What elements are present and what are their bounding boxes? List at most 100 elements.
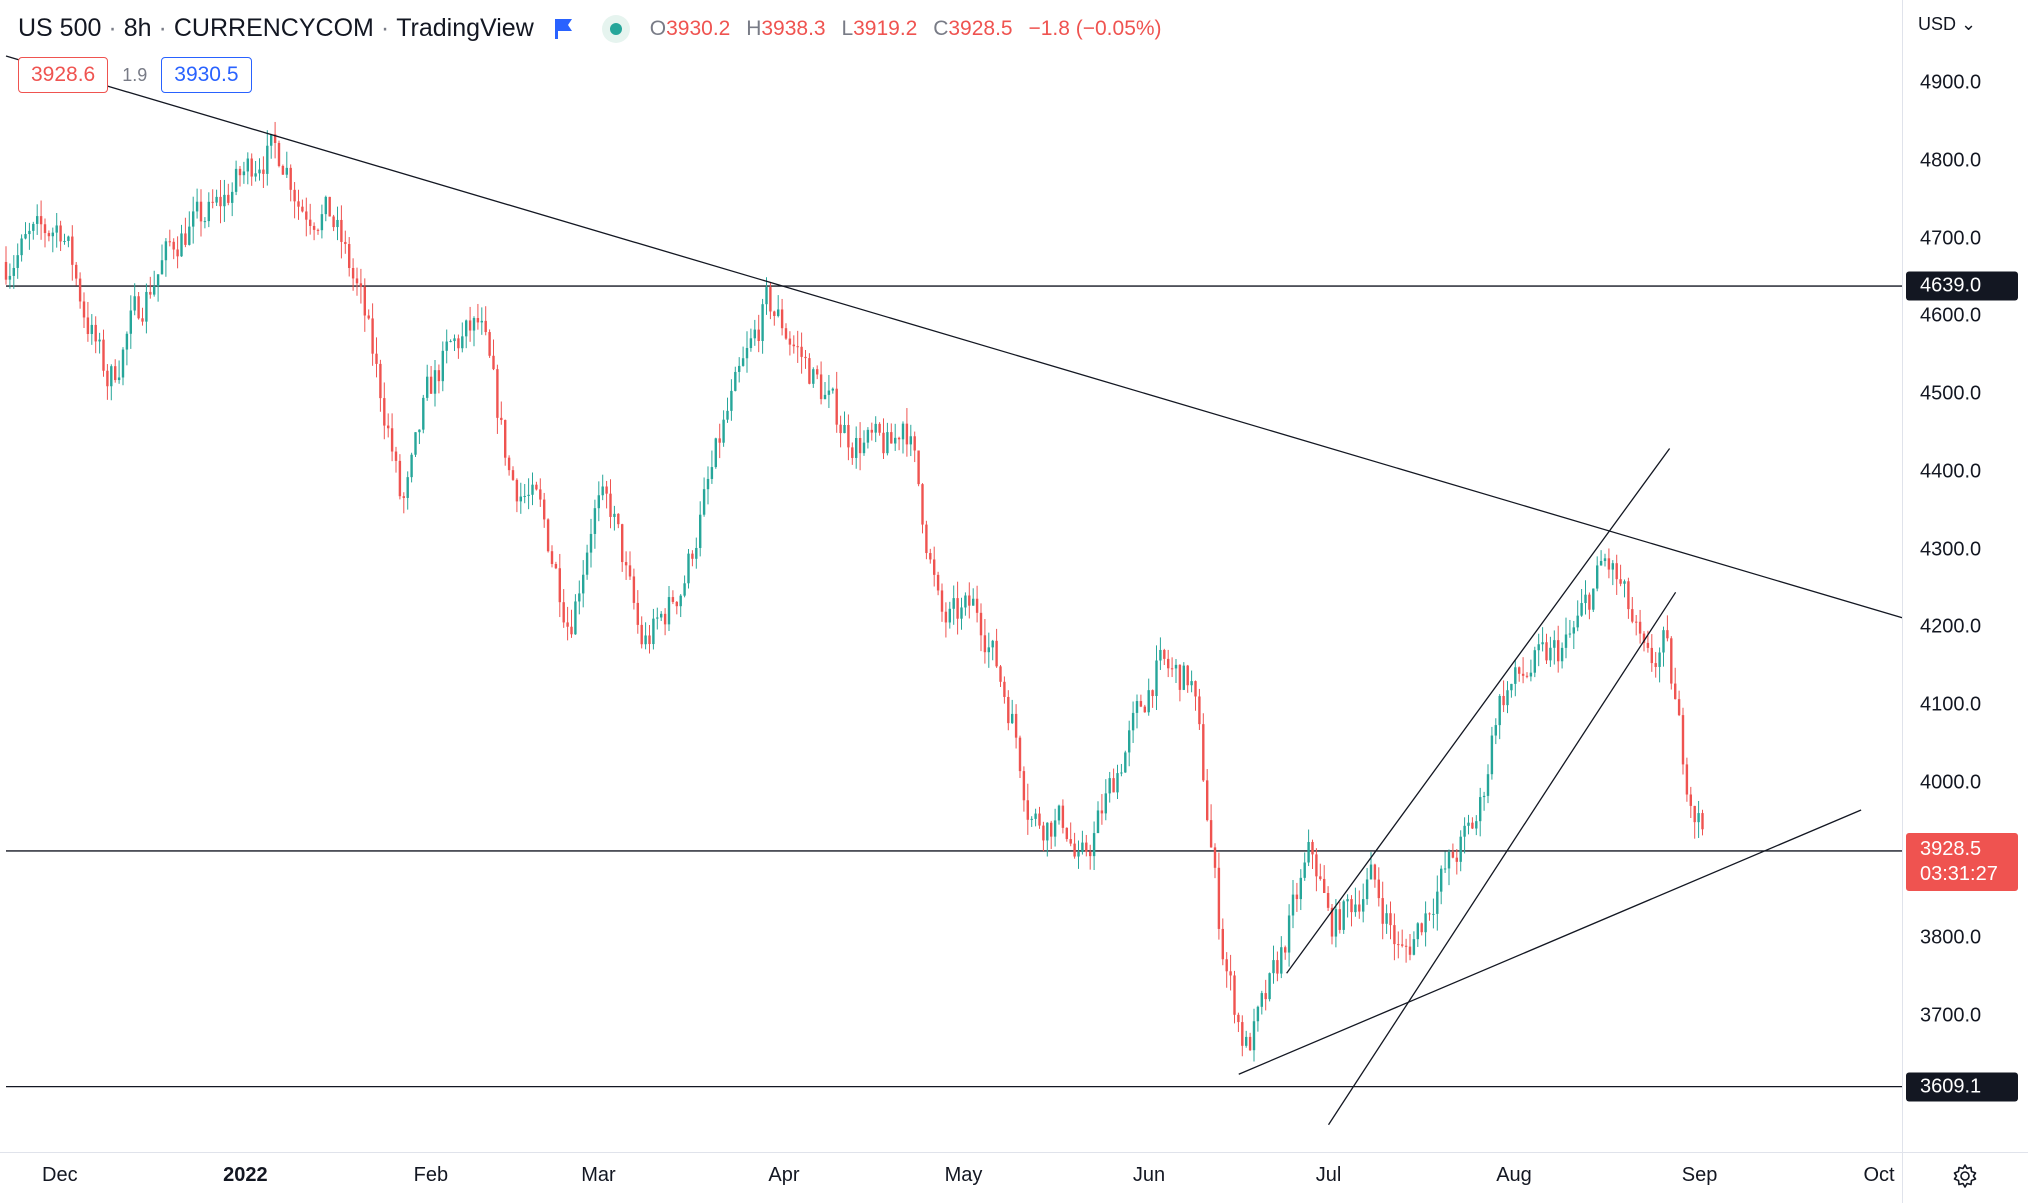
candle-down-body: [1666, 630, 1669, 639]
candle-up-body: [1011, 713, 1014, 724]
time-scale[interactable]: [0, 1152, 1902, 1203]
candle-down-body: [457, 338, 460, 349]
price-tick-label: 4600.0: [1920, 304, 1982, 327]
candle-down-body: [371, 318, 374, 354]
candle-down-body: [82, 301, 86, 318]
candle-down-body: [114, 366, 117, 381]
candle-down-body: [168, 241, 171, 243]
candle-down-body: [546, 519, 550, 552]
candle-up-body: [242, 171, 246, 176]
candle-down-body: [47, 233, 51, 237]
candle-up-body: [952, 598, 955, 609]
candle-up-body: [679, 595, 682, 607]
price-tick-label: 3800.0: [1920, 926, 1982, 949]
price-chart[interactable]: [0, 0, 1902, 1152]
candle-up-body: [16, 255, 19, 268]
legend-separator: ·: [108, 14, 117, 42]
change-value: −1.8 (−0.05%): [1028, 16, 1162, 40]
candle-down-body: [1654, 663, 1657, 667]
interval-label[interactable]: 8h: [123, 14, 152, 42]
candle-down-body: [1163, 649, 1166, 659]
price-tick-label: 4300.0: [1920, 538, 1982, 561]
candle-up-body: [133, 296, 136, 311]
candle-up-body: [1159, 649, 1162, 661]
candle-down-body: [199, 201, 203, 222]
symbol-legend: US 500 · 8h · CURRENCYCOM · TradingView …: [18, 14, 1172, 43]
candle-up-body: [699, 514, 702, 548]
candle-up-body: [523, 495, 526, 497]
candle-down-body: [504, 420, 507, 458]
candle-up-body: [1486, 774, 1490, 796]
candle-up-body: [734, 371, 737, 391]
candle-up-body: [722, 419, 725, 443]
candle-up-body: [706, 478, 710, 490]
chart-pane[interactable]: US 500 · 8h · CURRENCYCOM · TradingView …: [0, 0, 1902, 1152]
candle-up-body: [164, 241, 168, 261]
candle-up-body: [20, 238, 23, 256]
candle-down-body: [293, 189, 296, 202]
gear-icon[interactable]: [1951, 1162, 1979, 1190]
candle-down-body: [141, 318, 144, 322]
candle-down-body: [1408, 946, 1412, 955]
candle-down-body: [921, 484, 924, 525]
candle-up-body: [1260, 993, 1263, 1007]
last-price-value: 3928.5: [1920, 838, 1982, 861]
candle-up-body: [195, 201, 199, 212]
candle-down-body: [1284, 947, 1287, 953]
candle-down-body: [1233, 975, 1236, 1015]
candle-up-body: [1580, 603, 1583, 616]
chevron-down-icon: ⌄: [1961, 14, 1977, 34]
candle-down-body: [301, 206, 304, 212]
price-scale[interactable]: [1902, 0, 2028, 1152]
candle-up-body: [652, 618, 655, 645]
candle-up-body: [1603, 558, 1607, 562]
candle-up-body: [1584, 594, 1587, 604]
candle-down-body: [1151, 690, 1154, 697]
candle-up-body: [1268, 973, 1271, 1000]
candle-up-body: [1385, 913, 1388, 924]
candle-down-body: [539, 489, 542, 500]
candle-down-body: [1502, 695, 1505, 706]
candle-up-body: [117, 377, 121, 381]
candle-down-body: [511, 470, 515, 480]
candle-down-body: [1545, 642, 1548, 661]
candle-up-body: [1287, 915, 1291, 953]
flag-icon[interactable]: [552, 17, 576, 41]
sell-price-button[interactable]: 3928.6: [18, 57, 109, 93]
candle-up-body: [480, 320, 483, 323]
candle-down-body: [1557, 640, 1560, 662]
legend-separator: ·: [380, 14, 390, 42]
candle-down-body: [1393, 925, 1396, 945]
candle-down-body: [1451, 852, 1455, 858]
time-tick-label: Sep: [1681, 1164, 1718, 1186]
candle-down-body: [176, 249, 179, 257]
candle-down-body: [289, 167, 292, 190]
candle-up-body: [1498, 695, 1501, 726]
candle-down-body: [1518, 667, 1521, 674]
candle-up-body: [1081, 842, 1084, 853]
candle-up-body: [1342, 901, 1345, 930]
candle-down-body: [905, 423, 909, 445]
candle-up-body: [449, 341, 452, 343]
candle-down-body: [847, 424, 850, 448]
candle-down-body: [1471, 822, 1474, 829]
candle-down-body: [632, 576, 636, 603]
candle-up-body: [1077, 852, 1080, 857]
candle-down-body: [1248, 1036, 1252, 1051]
candle-down-body: [835, 388, 838, 425]
candle-down-body: [468, 320, 472, 331]
candle-down-body: [550, 551, 554, 564]
symbol-name[interactable]: US 500: [18, 14, 102, 42]
candle-up-body: [589, 533, 593, 553]
candle-down-body: [1213, 847, 1217, 868]
candle-down-body: [1381, 898, 1384, 924]
candle-up-body: [32, 223, 35, 231]
candle-down-body: [1635, 621, 1638, 623]
candle-up-body: [1553, 640, 1556, 648]
currency-dropdown[interactable]: USD ⌄: [1918, 14, 1977, 34]
buy-price-button[interactable]: 3930.5: [161, 57, 252, 93]
candle-up-body: [129, 310, 132, 334]
candle-down-body: [1186, 665, 1189, 686]
candle-down-body: [1229, 971, 1232, 976]
